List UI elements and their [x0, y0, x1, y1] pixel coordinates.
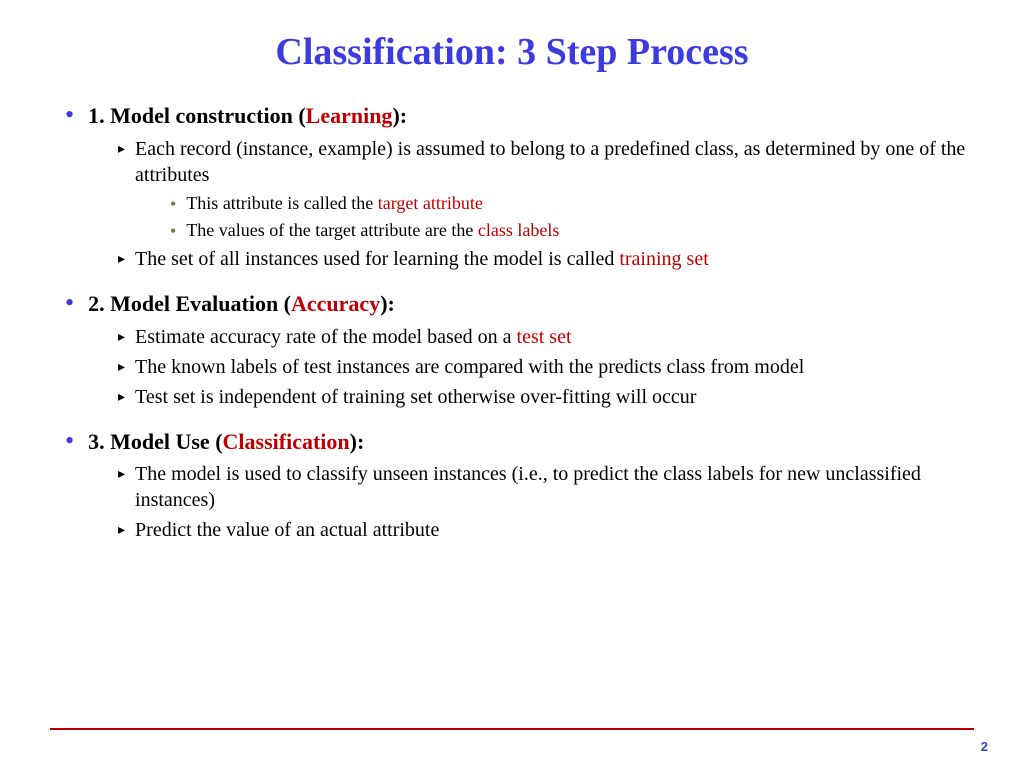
- list-item: ▸ The set of all instances used for lear…: [118, 246, 974, 272]
- list-item: ▸ Test set is independent of training se…: [118, 384, 974, 410]
- list-item: • This attribute is called the target at…: [170, 192, 974, 215]
- step2-heading: 2. Model Evaluation (Accuracy):: [88, 290, 395, 318]
- step3-detail: The model is used to classify unseen ins…: [135, 461, 974, 513]
- slide: Classification: 3 Step Process • 1. Mode…: [0, 0, 1024, 543]
- slide-title: Classification: 3 Step Process: [50, 30, 974, 74]
- step1-subdetail: This attribute is called the target attr…: [186, 192, 483, 215]
- list-item: • The values of the target attribute are…: [170, 219, 974, 242]
- step1-heading: 1. Model construction (Learning):: [88, 102, 407, 130]
- bullet-icon: •: [65, 428, 74, 454]
- list-item: ▸ The model is used to classify unseen i…: [118, 461, 974, 513]
- step1-subdetail: The values of the target attribute are t…: [186, 219, 559, 242]
- step2-detail: Test set is independent of training set …: [135, 384, 696, 410]
- footer-divider: [50, 728, 974, 730]
- arrow-icon: ▸: [118, 141, 125, 158]
- step2-detail: The known labels of test instances are c…: [135, 354, 804, 380]
- arrow-icon: ▸: [118, 522, 125, 539]
- list-item: • 3. Model Use (Classification):: [65, 428, 974, 456]
- list-item: ▸ Estimate accuracy rate of the model ba…: [118, 324, 974, 350]
- arrow-icon: ▸: [118, 389, 125, 406]
- page-number: 2: [981, 739, 988, 754]
- bullet-icon: •: [65, 102, 74, 128]
- dot-icon: •: [170, 195, 176, 213]
- list-item: ▸ Each record (instance, example) is ass…: [118, 136, 974, 188]
- step3-detail: Predict the value of an actual attribute: [135, 517, 439, 543]
- list-item: • 1. Model construction (Learning):: [65, 102, 974, 130]
- arrow-icon: ▸: [118, 359, 125, 376]
- step3-heading: 3. Model Use (Classification):: [88, 428, 364, 456]
- step1-detail: Each record (instance, example) is assum…: [135, 136, 974, 188]
- list-item: • 2. Model Evaluation (Accuracy):: [65, 290, 974, 318]
- step1-detail: The set of all instances used for learni…: [135, 246, 709, 272]
- dot-icon: •: [170, 222, 176, 240]
- bullet-icon: •: [65, 290, 74, 316]
- arrow-icon: ▸: [118, 329, 125, 346]
- arrow-icon: ▸: [118, 466, 125, 483]
- step2-detail: Estimate accuracy rate of the model base…: [135, 324, 572, 350]
- arrow-icon: ▸: [118, 251, 125, 268]
- list-item: ▸ Predict the value of an actual attribu…: [118, 517, 974, 543]
- list-item: ▸ The known labels of test instances are…: [118, 354, 974, 380]
